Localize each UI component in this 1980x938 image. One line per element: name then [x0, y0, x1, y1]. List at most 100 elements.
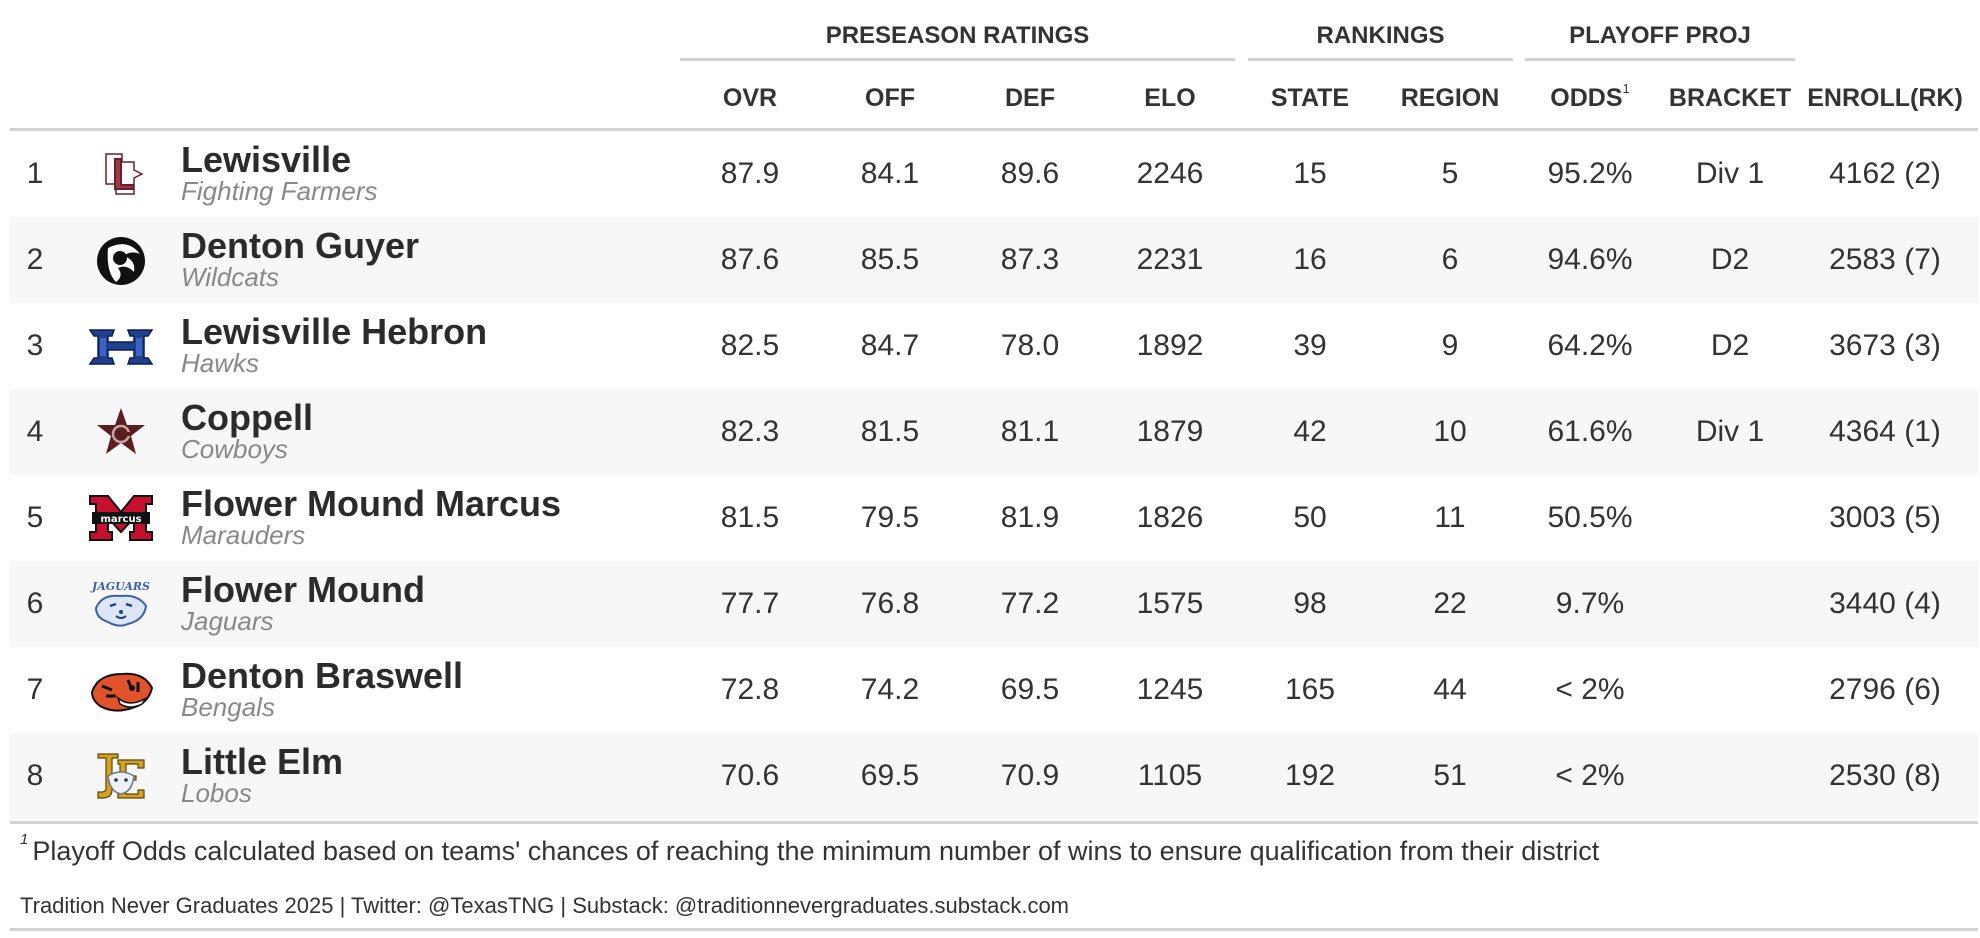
- team-mascot: Fighting Farmers: [181, 176, 378, 206]
- table-row: 7 Denton Braswell Bengals 72.8 74.2 69.5…: [10, 647, 1978, 733]
- footnote-text: Playoff Odds calculated based on teams' …: [32, 836, 1600, 866]
- enroll-cell: 2583 (7): [1829, 243, 1941, 276]
- svg-text:JAGUARS: JAGUARS: [90, 580, 150, 593]
- odds-cell: 94.6%: [1547, 243, 1633, 276]
- team-mascot: Cowboys: [181, 434, 288, 464]
- table-row: 3 Lewisville Hebron Hawks 82.5 84.7 78.0…: [10, 303, 1978, 389]
- def-cell: 89.6: [1000, 157, 1060, 190]
- rank-cell: 3: [26, 329, 44, 362]
- def-cell: 81.9: [1000, 501, 1060, 534]
- bracket-cell: [1665, 733, 1795, 819]
- team-name: Denton Guyer: [181, 225, 420, 266]
- state-cell: 50: [1293, 501, 1327, 534]
- bracket-cell: [1665, 647, 1795, 733]
- rank-cell: 6: [26, 587, 44, 620]
- bracket-cell: D2: [1710, 329, 1750, 362]
- col-def: DEF: [1005, 84, 1055, 112]
- team-name: Lewisville Hebron: [181, 311, 488, 352]
- off-cell: 74.2: [860, 673, 920, 706]
- rank-cell: 2: [26, 243, 44, 276]
- team-name: Denton Braswell: [181, 655, 464, 696]
- table-row: 1 Lewisville Fighting Farmers 87.9 84.1 …: [10, 131, 1978, 217]
- elo-cell: 2231: [1136, 243, 1204, 276]
- odds-cell: 9.7%: [1555, 587, 1625, 620]
- odds-cell: < 2%: [1555, 759, 1625, 792]
- def-cell: 87.3: [1000, 243, 1060, 276]
- ovr-cell: 81.5: [720, 501, 780, 534]
- bracket-cell: Div 1: [1695, 157, 1765, 190]
- table-row: 8 Little Elm Lobos 70.6 69.5 70.9 1105 1…: [10, 733, 1978, 819]
- lewisville-logo: [88, 148, 154, 200]
- col-region: REGION: [1400, 84, 1500, 112]
- col-ovr: OVR: [722, 84, 778, 112]
- footnote-mark: 1: [20, 831, 29, 848]
- table-end-rule: [10, 928, 1978, 931]
- state-cell: 42: [1293, 415, 1327, 448]
- team-name: Little Elm: [181, 741, 344, 782]
- off-cell: 84.7: [860, 329, 920, 362]
- team-name: Flower Mound Marcus: [181, 483, 562, 524]
- rank-cell: 5: [26, 501, 44, 534]
- team-mascot: Marauders: [181, 520, 306, 550]
- source-note: Tradition Never Graduates 2025 | Twitter…: [20, 893, 1070, 918]
- team-mascot: Wildcats: [181, 262, 280, 292]
- state-cell: 192: [1284, 759, 1336, 792]
- bracket-cell: D2: [1710, 243, 1750, 276]
- region-cell: 44: [1433, 673, 1467, 706]
- def-cell: 69.5: [1000, 673, 1060, 706]
- elo-cell: 1879: [1136, 415, 1204, 448]
- col-enroll: ENROLL(RK): [1807, 84, 1963, 112]
- spanner-playoff-proj: PLAYOFF PROJ: [1525, 22, 1795, 61]
- team-name: Coppell: [181, 397, 313, 438]
- ovr-cell: 82.5: [720, 329, 780, 362]
- svg-text:marcus: marcus: [100, 514, 141, 525]
- table-row: 6 JAGUARS Flower Mound Jaguars 77.7 76.8…: [10, 561, 1978, 647]
- elo-cell: 1105: [1137, 759, 1203, 792]
- odds-cell: < 2%: [1555, 673, 1625, 706]
- enroll-cell: 2530 (8): [1829, 759, 1941, 792]
- rank-cell: 1: [26, 157, 44, 190]
- region-cell: 51: [1433, 759, 1467, 792]
- region-cell: 6: [1441, 243, 1459, 276]
- state-cell: 165: [1284, 673, 1336, 706]
- col-odds-label: ODDS: [1550, 84, 1623, 112]
- table-row: 4 Coppell Cowboys 82.3 81.5 81.1 1879 42…: [10, 389, 1978, 475]
- table-row: 2 Denton Guyer Wildcats 87.6 85.5 87.3 2…: [10, 217, 1978, 303]
- bracket-cell: [1665, 475, 1795, 561]
- col-odds: ODDS1: [1530, 80, 1650, 113]
- enroll-cell: 4162 (2): [1829, 157, 1941, 190]
- odds-footnote-mark: 1: [1622, 80, 1630, 96]
- spanner-rankings: RANKINGS: [1248, 22, 1513, 61]
- rank-cell: 4: [26, 415, 44, 448]
- def-cell: 77.2: [1000, 587, 1060, 620]
- col-elo: ELO: [1144, 84, 1196, 112]
- region-cell: 9: [1441, 329, 1459, 362]
- team-name: Lewisville: [181, 139, 352, 180]
- state-cell: 15: [1293, 157, 1327, 190]
- odds-cell: 64.2%: [1547, 329, 1633, 362]
- col-state: STATE: [1270, 84, 1350, 112]
- elo-cell: 2246: [1136, 157, 1204, 190]
- odds-cell: 50.5%: [1547, 501, 1633, 534]
- coppell-logo: [88, 406, 154, 458]
- enroll-cell: 3440 (4): [1829, 587, 1941, 620]
- col-bracket: BRACKET: [1668, 84, 1792, 112]
- team-cell: Little Elm Lobos: [181, 741, 344, 808]
- team-cell: Denton Guyer Wildcats: [181, 225, 420, 292]
- little-elm-logo: [88, 750, 154, 802]
- odds-footnote: 1 Playoff Odds calculated based on teams'…: [20, 831, 1600, 867]
- odds-cell: 95.2%: [1547, 157, 1633, 190]
- team-mascot: Hawks: [181, 348, 260, 378]
- region-cell: 10: [1433, 415, 1467, 448]
- elo-cell: 1575: [1136, 587, 1204, 620]
- state-cell: 39: [1293, 329, 1327, 362]
- region-cell: 11: [1434, 501, 1466, 534]
- team-mascot: Lobos: [181, 778, 252, 808]
- off-cell: 69.5: [860, 759, 920, 792]
- region-cell: 22: [1433, 587, 1467, 620]
- off-cell: 84.1: [860, 157, 920, 190]
- team-cell: Flower Mound Jaguars: [181, 571, 425, 635]
- braswell-logo: [88, 664, 154, 716]
- marcus-logo: marcus: [88, 492, 154, 544]
- off-cell: 81.5: [860, 415, 920, 448]
